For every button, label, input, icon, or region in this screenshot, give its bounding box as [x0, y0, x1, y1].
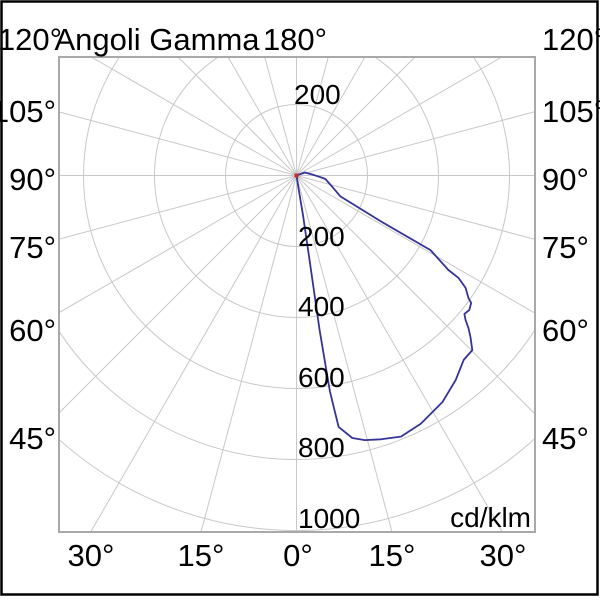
grid-spoke-195: [264, 57, 297, 176]
grid-spoke-120: [296, 57, 503, 176]
left-angle-label-90: 90°: [9, 162, 56, 197]
right-angle-label-90: 90°: [542, 162, 589, 197]
grid-spoke-240: [90, 57, 297, 176]
bottom-angle-label-m30: 30°: [68, 538, 115, 573]
grid-spoke-15: [296, 175, 393, 532]
grid-spoke-165: [296, 57, 329, 176]
left-angle-label-60: 60°: [9, 313, 56, 348]
top-left-angle-label: 120°: [0, 22, 62, 57]
grid-spoke-30: [296, 175, 503, 532]
grid-spoke-255: [59, 111, 297, 176]
grid-spoke-300: [59, 175, 297, 314]
grid-spoke-285: [59, 175, 297, 240]
radial-label-200: 200: [298, 221, 345, 252]
right-angle-label-75: 75°: [542, 230, 589, 265]
grid-spoke-45: [296, 175, 535, 415]
radial-label-800: 800: [298, 432, 345, 463]
left-angle-label-75: 75°: [9, 230, 56, 265]
bottom-angle-label-15: 15°: [369, 538, 416, 573]
right-angle-label-60: 60°: [542, 313, 589, 348]
center-marker: [294, 173, 299, 178]
luminous-intensity-curve: [295, 171, 474, 441]
unit-label: cd/klm: [450, 502, 531, 533]
grid-spoke-60: [296, 175, 535, 314]
left-angle-label-105: 105°: [0, 94, 56, 129]
grid-spoke-315: [59, 175, 297, 414]
bottom-angle-label-0: 0°: [283, 538, 313, 573]
grid-spoke-330: [90, 175, 297, 532]
top-center-angle-label: 180°: [263, 22, 327, 57]
grid-spoke-135: [296, 57, 416, 176]
right-angle-label-45: 45°: [542, 421, 589, 456]
radial-label-400: 400: [298, 291, 345, 322]
chart-title: Angoli Gamma: [54, 22, 260, 57]
top-right-angle-label: 120°: [542, 22, 600, 57]
plot-border: [58, 56, 536, 533]
radial-label-600: 600: [298, 362, 345, 393]
bottom-angle-label-30: 30°: [480, 538, 527, 573]
grid-spoke-225: [177, 57, 297, 176]
bottom-angle-label-m15: 15°: [178, 538, 225, 573]
left-angle-label-45: 45°: [9, 421, 56, 456]
grid-spoke-150: [296, 57, 366, 176]
grid-spoke-105: [296, 111, 535, 176]
right-angle-label-105: 105°: [542, 94, 600, 129]
radial-label-200-above: 200: [294, 79, 341, 110]
grid-spoke-75: [296, 175, 535, 240]
grid-spoke-345: [200, 175, 297, 532]
radial-label-1000: 1000: [298, 503, 360, 534]
grid-spoke-210: [227, 57, 297, 176]
intensity-curve-layer: [294, 171, 474, 441]
